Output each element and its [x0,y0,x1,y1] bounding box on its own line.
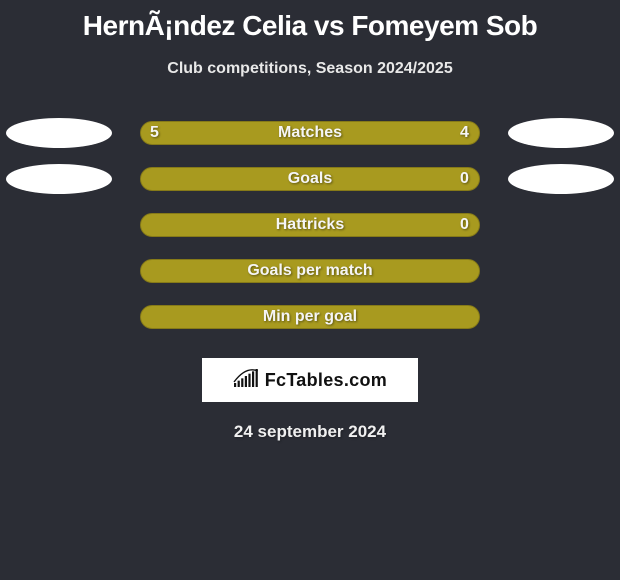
player-avatar-right [508,118,614,148]
logo-bars-icon [233,368,259,393]
stat-value-right: 0 [460,216,469,234]
bar-track [140,213,480,237]
bar-track [140,121,480,145]
page-title: HernÃ¡ndez Celia vs Fomeyem Sob [0,0,620,42]
bar-fill [140,121,480,145]
player-avatar-left [6,118,112,148]
bar-track [140,167,480,191]
stat-row: Matches54 [0,110,620,156]
stat-value-right: 4 [460,124,469,142]
date-line: 24 september 2024 [0,422,620,442]
bar-fill [140,213,480,237]
bar-fill [140,305,480,329]
bar-fill [140,167,480,191]
player-avatar-right [508,164,614,194]
player-avatar-left [6,164,112,194]
stat-row: Goals0 [0,156,620,202]
bar-fill [140,259,480,283]
stat-row: Hattricks0 [0,202,620,248]
logo-text: FcTables.com [265,370,387,391]
bar-track [140,259,480,283]
stat-value-left: 5 [150,124,159,142]
stat-value-right: 0 [460,170,469,188]
logo-box: FcTables.com [202,358,418,402]
stat-row: Min per goal [0,294,620,340]
bar-track [140,305,480,329]
stat-row: Goals per match [0,248,620,294]
page-subtitle: Club competitions, Season 2024/2025 [0,60,620,78]
comparison-chart: Matches54Goals0Hattricks0Goals per match… [0,110,620,340]
